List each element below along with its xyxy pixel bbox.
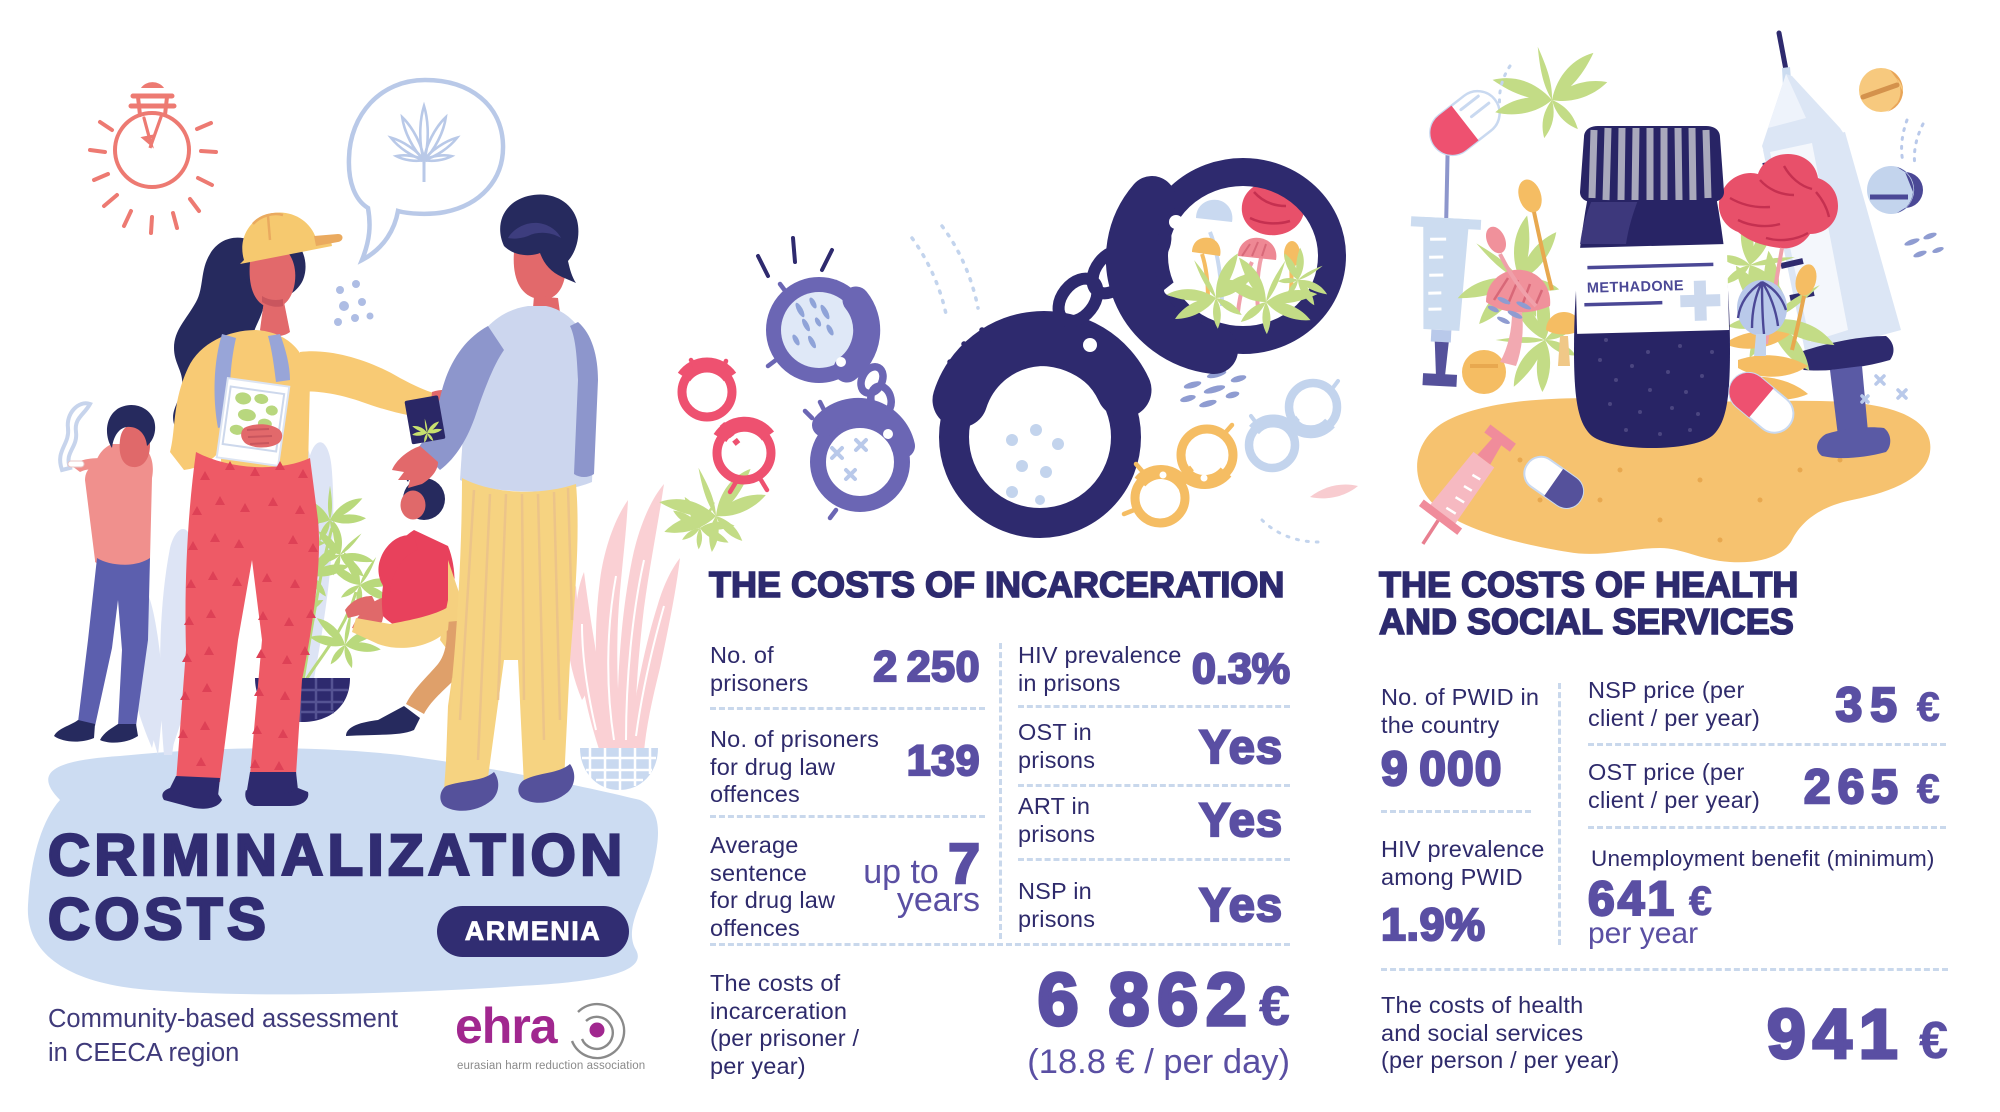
svg-text:METHADONE: METHADONE bbox=[1587, 278, 1684, 297]
